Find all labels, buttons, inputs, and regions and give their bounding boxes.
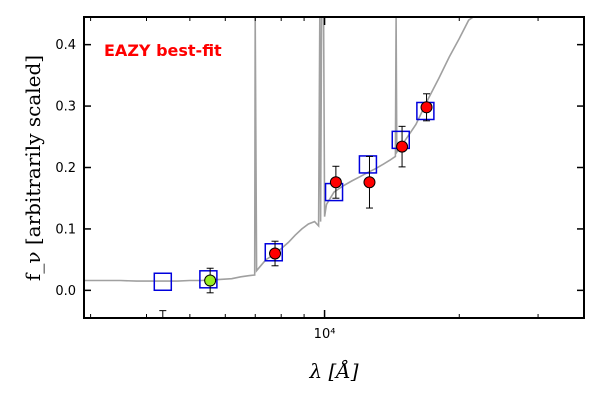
y-axis-label: f_ν [arbitrarily scaled] [21,55,45,281]
model-photometry-box [264,243,284,262]
data-point [396,140,409,153]
y-tick-label: 0.3 [55,100,76,115]
model-photometry-box [199,270,218,289]
data-point [420,101,433,114]
annotation-label: EAZY best-fit [104,41,222,60]
tick-group [84,17,584,318]
data-point [329,176,342,189]
x-tick-label: 10⁴ [314,327,336,342]
tick-label-group: 0.0 0.1 0.2 0.3 0.4 10⁴ [55,38,335,342]
model-photometry-box [153,272,173,292]
data-point [204,274,217,287]
x-axis-label: λ [Å] [308,358,358,383]
y-tick-label: 0.1 [55,222,76,237]
data-point [363,176,376,189]
model-photometry-box [358,155,378,174]
y-tick-label: 0.0 [55,284,76,299]
y-tick-label: 0.4 [55,38,76,53]
y-tick-label: 0.2 [55,161,76,176]
data-point [269,247,282,260]
data-point-group [204,101,433,287]
